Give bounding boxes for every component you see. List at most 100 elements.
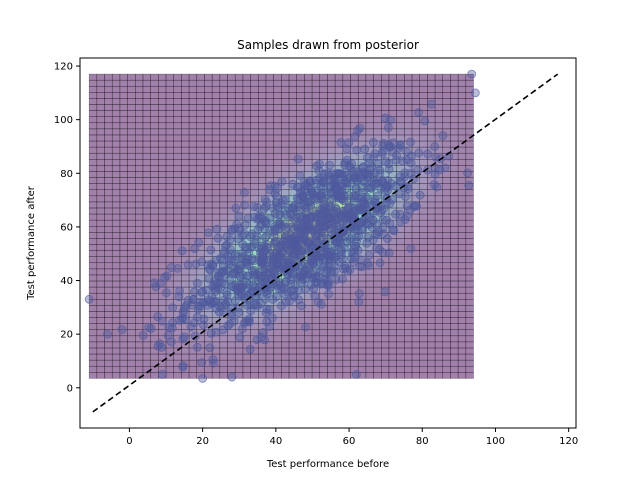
density-cell — [442, 232, 451, 239]
y-tick-label: 0 — [67, 383, 73, 394]
sample-point — [358, 170, 368, 179]
density-cell — [181, 104, 190, 111]
density-cell — [250, 110, 259, 117]
density-cell — [88, 86, 98, 93]
density-cell — [119, 79, 128, 87]
density-cell — [427, 347, 436, 355]
density-cell — [165, 128, 174, 136]
density-cell — [357, 341, 367, 349]
density-cell — [173, 92, 182, 99]
sample-point — [330, 253, 339, 263]
density-cell — [265, 104, 274, 111]
density-cell — [450, 305, 459, 312]
sample-point — [262, 304, 272, 314]
density-cell — [427, 329, 436, 337]
density-cell — [258, 171, 267, 178]
density-cell — [135, 159, 144, 166]
density-cell — [319, 341, 328, 349]
density-cell — [273, 86, 282, 93]
sample-point — [308, 226, 318, 236]
density-cell — [457, 116, 467, 124]
density-cell — [281, 134, 290, 142]
density-cell — [304, 365, 313, 373]
sample-point — [265, 305, 274, 314]
density-cell — [142, 292, 151, 300]
density-cell — [411, 292, 420, 300]
density-cell — [434, 104, 444, 111]
density-cell — [158, 110, 167, 117]
density-cell — [427, 232, 436, 239]
density-cell — [334, 110, 344, 117]
sample-point — [192, 342, 202, 352]
density-cell — [96, 250, 105, 257]
density-cell — [88, 341, 98, 349]
density-cell — [181, 183, 190, 190]
density-cell — [319, 323, 328, 330]
density-cell — [104, 305, 113, 312]
density-cell — [319, 359, 328, 367]
density-cell — [142, 201, 151, 209]
density-cell — [111, 256, 121, 264]
density-cell — [165, 165, 174, 172]
density-cell — [350, 280, 359, 288]
density-cell — [365, 292, 374, 300]
density-cell — [350, 317, 359, 324]
density-cell — [411, 335, 420, 343]
density-cell — [104, 372, 113, 379]
sample-point — [334, 187, 344, 197]
density-cell — [304, 122, 313, 130]
density-cell — [96, 177, 105, 184]
density-cell — [281, 159, 290, 166]
density-cell — [196, 232, 205, 239]
density-cell — [135, 311, 144, 318]
density-cell — [450, 165, 459, 172]
density-cell — [211, 152, 221, 160]
density-cell — [142, 274, 151, 282]
sample-point — [420, 116, 430, 126]
density-cell — [150, 201, 159, 209]
density-cell — [119, 286, 128, 294]
density-cell — [111, 219, 121, 227]
density-cell — [396, 86, 405, 93]
density-cell — [388, 73, 397, 81]
density-cell — [404, 317, 413, 324]
density-cell — [427, 225, 436, 233]
density-cell — [150, 116, 159, 124]
density-cell — [327, 353, 336, 361]
density-cell — [319, 329, 328, 337]
density-cell — [411, 262, 420, 270]
density-cell — [288, 353, 297, 361]
density-cell — [96, 189, 105, 197]
density-cell — [219, 201, 228, 209]
density-cell — [188, 110, 198, 117]
density-cell — [388, 341, 397, 349]
density-cell — [427, 213, 436, 221]
density-cell — [127, 159, 136, 166]
density-cell — [288, 347, 297, 355]
density-cell — [181, 353, 190, 361]
density-cell — [419, 86, 428, 93]
density-cell — [127, 110, 136, 117]
density-cell — [173, 122, 182, 130]
sample-point — [322, 280, 332, 290]
density-cell — [188, 183, 198, 190]
density-cell — [127, 292, 136, 300]
density-cell — [273, 98, 282, 105]
sample-point — [293, 154, 303, 164]
density-cell — [342, 98, 351, 105]
sample-point — [399, 172, 409, 182]
density-cell — [142, 359, 151, 367]
density-cell — [373, 280, 382, 288]
density-cell — [88, 146, 98, 154]
density-cell — [196, 134, 205, 142]
sample-point — [391, 155, 401, 165]
density-cell — [119, 116, 128, 124]
density-cell — [342, 305, 351, 312]
density-cell — [350, 359, 359, 367]
density-cell — [127, 256, 136, 264]
density-cell — [142, 213, 151, 221]
density-cell — [181, 219, 190, 227]
sample-point — [138, 330, 148, 340]
density-cell — [319, 335, 328, 343]
